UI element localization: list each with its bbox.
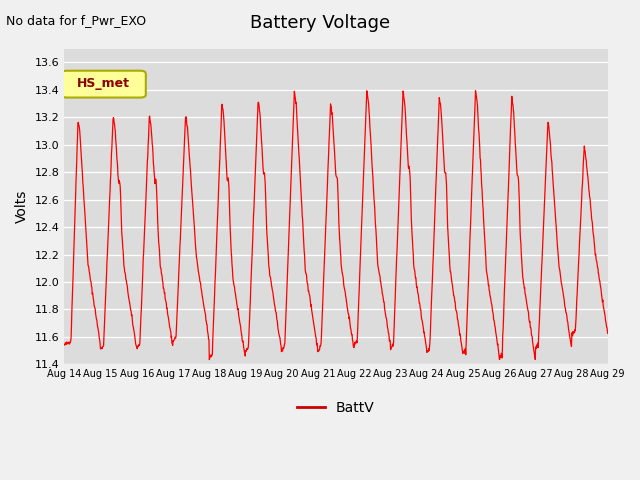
Legend: BattV: BattV — [292, 396, 380, 420]
Text: HS_met: HS_met — [77, 77, 130, 90]
Text: No data for f_Pwr_EXO: No data for f_Pwr_EXO — [6, 14, 147, 27]
FancyBboxPatch shape — [61, 71, 146, 97]
Text: Battery Voltage: Battery Voltage — [250, 14, 390, 33]
Y-axis label: Volts: Volts — [15, 190, 29, 223]
